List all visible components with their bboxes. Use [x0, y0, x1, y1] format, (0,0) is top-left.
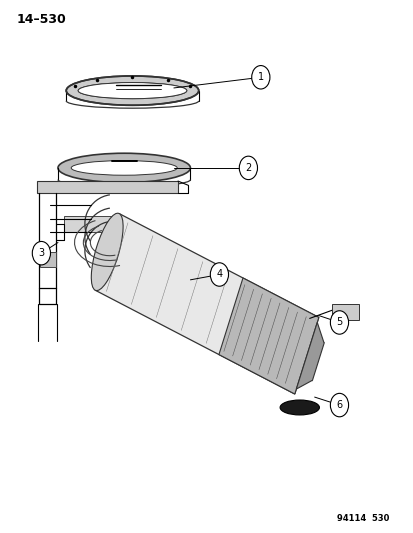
FancyBboxPatch shape	[331, 304, 358, 320]
Circle shape	[330, 393, 348, 417]
Ellipse shape	[91, 213, 123, 290]
Polygon shape	[218, 278, 318, 394]
Text: 6: 6	[336, 400, 342, 410]
Polygon shape	[296, 322, 323, 389]
Ellipse shape	[280, 400, 319, 415]
FancyBboxPatch shape	[40, 252, 56, 266]
Polygon shape	[95, 214, 318, 394]
Ellipse shape	[66, 76, 198, 106]
Ellipse shape	[71, 160, 177, 175]
Polygon shape	[64, 216, 114, 232]
Text: 94114  530: 94114 530	[336, 514, 388, 523]
Circle shape	[251, 66, 269, 89]
Text: 1: 1	[257, 72, 263, 82]
Text: 5: 5	[335, 318, 342, 327]
Circle shape	[330, 311, 348, 334]
Circle shape	[239, 156, 257, 180]
Ellipse shape	[58, 153, 190, 182]
Circle shape	[32, 241, 50, 265]
Text: 2: 2	[244, 163, 251, 173]
Ellipse shape	[78, 83, 186, 99]
FancyBboxPatch shape	[37, 181, 178, 193]
Text: 14–530: 14–530	[17, 13, 66, 26]
Text: 3: 3	[38, 248, 44, 258]
Circle shape	[210, 263, 228, 286]
Text: 4: 4	[216, 270, 222, 279]
